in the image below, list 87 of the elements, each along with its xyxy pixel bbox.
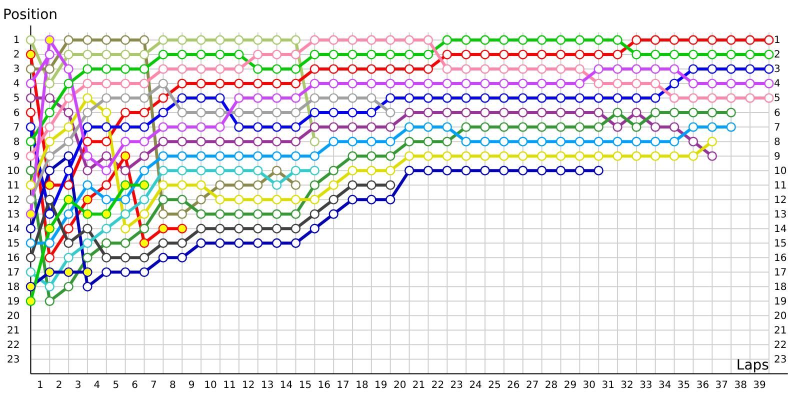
x-tick-label: 17 xyxy=(336,380,350,391)
y2-tick-label: 11 xyxy=(774,180,787,192)
y-tick-label: 1 xyxy=(13,35,20,46)
y2-tick-label: 19 xyxy=(774,296,787,308)
x-tick-label: 22 xyxy=(431,380,444,391)
y2-tick-label: 18 xyxy=(774,282,787,293)
y-tick-label: 20 xyxy=(6,310,20,322)
y2-tick-label: 4 xyxy=(774,78,780,90)
x-tick-label: 16 xyxy=(318,380,330,391)
x-tick-label: 36 xyxy=(696,380,710,391)
y-tick-label: 2 xyxy=(13,50,20,61)
y-tick-label: 8 xyxy=(13,136,20,148)
x-tick-label: 10 xyxy=(204,380,217,391)
y2-tick-label: 7 xyxy=(774,122,780,134)
y2-tick-label: 12 xyxy=(774,194,787,206)
y2-tick-label: 23 xyxy=(774,354,787,366)
y2-tick-label: 22 xyxy=(774,340,787,351)
x-tick-label: 30 xyxy=(582,380,596,391)
y-axis-title: Position xyxy=(3,7,58,23)
y-tick-label: 19 xyxy=(6,296,20,308)
x-tick-label: 24 xyxy=(469,380,482,391)
x-tick-label: 18 xyxy=(356,380,368,391)
x-tick-label: 27 xyxy=(526,380,539,391)
y-tick-label: 10 xyxy=(6,166,20,177)
y-tick-label: 22 xyxy=(6,340,20,351)
x-tick-label: 19 xyxy=(374,380,388,391)
x-tick-label: 38 xyxy=(734,380,747,391)
x-tick-label: 8 xyxy=(169,380,176,391)
y2-tick-label: 14 xyxy=(774,224,787,235)
y-tick-label: 12 xyxy=(6,194,20,206)
x-tick-label: 1 xyxy=(36,380,44,391)
y-tick-label: 9 xyxy=(13,151,20,162)
x-tick-label: 20 xyxy=(393,380,406,391)
x-axis-title: Laps xyxy=(736,358,769,374)
y2-tick-label: 13 xyxy=(774,209,787,220)
y-tick-label: 16 xyxy=(6,252,20,264)
y-tick-label: 18 xyxy=(6,282,20,293)
x-tick-label: 2 xyxy=(56,380,62,391)
x-tick-label: 6 xyxy=(132,380,138,391)
y2-tick-label: 5 xyxy=(774,93,780,104)
x-tick-label: 13 xyxy=(260,380,274,391)
x-tick-label: 21 xyxy=(412,380,426,391)
x-tick-label: 5 xyxy=(112,380,120,391)
x-tick-label: 33 xyxy=(640,380,652,391)
y2-tick-label: 3 xyxy=(774,64,780,76)
x-tick-label: 14 xyxy=(280,380,293,391)
x-tick-label: 25 xyxy=(488,380,501,391)
y2-tick-label: 17 xyxy=(774,267,787,278)
y2-tick-label: 8 xyxy=(774,136,780,148)
x-tick-label: 26 xyxy=(507,380,520,391)
y-tick-label: 17 xyxy=(6,267,20,278)
y2-tick-label: 20 xyxy=(774,310,787,322)
y-tick-label: 15 xyxy=(6,238,20,250)
y2-tick-label: 16 xyxy=(774,252,787,264)
y-tick-label: 23 xyxy=(6,354,20,366)
y2-tick-label: 15 xyxy=(774,238,787,250)
x-tick-label: 31 xyxy=(602,380,614,391)
y-tick-label: 7 xyxy=(13,122,20,134)
x-tick-label: 37 xyxy=(715,380,728,391)
y-tick-label: 4 xyxy=(13,78,20,90)
y2-tick-label: 10 xyxy=(774,166,787,177)
y2-tick-label: 1 xyxy=(774,35,780,46)
x-tick-label: 34 xyxy=(658,380,672,391)
x-tick-label: 35 xyxy=(677,380,690,391)
x-tick-label: 3 xyxy=(74,380,82,391)
y-tick-label: 5 xyxy=(13,93,20,104)
y-tick-label: 6 xyxy=(13,108,20,119)
x-tick-label: 11 xyxy=(223,380,236,391)
y-tick-label: 3 xyxy=(13,64,20,76)
y2-tick-label: 2 xyxy=(774,50,780,61)
x-tick-label: 12 xyxy=(242,380,255,391)
y2-tick-label: 9 xyxy=(774,151,780,162)
x-tick-label: 23 xyxy=(450,380,463,391)
x-tick-label: 32 xyxy=(620,380,634,391)
x-tick-label: 4 xyxy=(94,380,100,391)
x-tick-label: 7 xyxy=(150,380,157,391)
x-tick-label: 9 xyxy=(188,380,195,391)
x-tick-label: 15 xyxy=(298,380,312,391)
x-tick-label: 39 xyxy=(753,380,766,391)
y2-tick-label: 21 xyxy=(774,325,787,336)
y2-tick-label: 6 xyxy=(774,108,780,119)
y-tick-label: 13 xyxy=(6,209,20,220)
x-tick-label: 28 xyxy=(544,380,558,391)
y-tick-label: 14 xyxy=(6,224,20,235)
y-tick-label: 21 xyxy=(6,325,20,336)
y-tick-label: 11 xyxy=(6,180,20,192)
x-tick-label: 29 xyxy=(564,380,577,391)
